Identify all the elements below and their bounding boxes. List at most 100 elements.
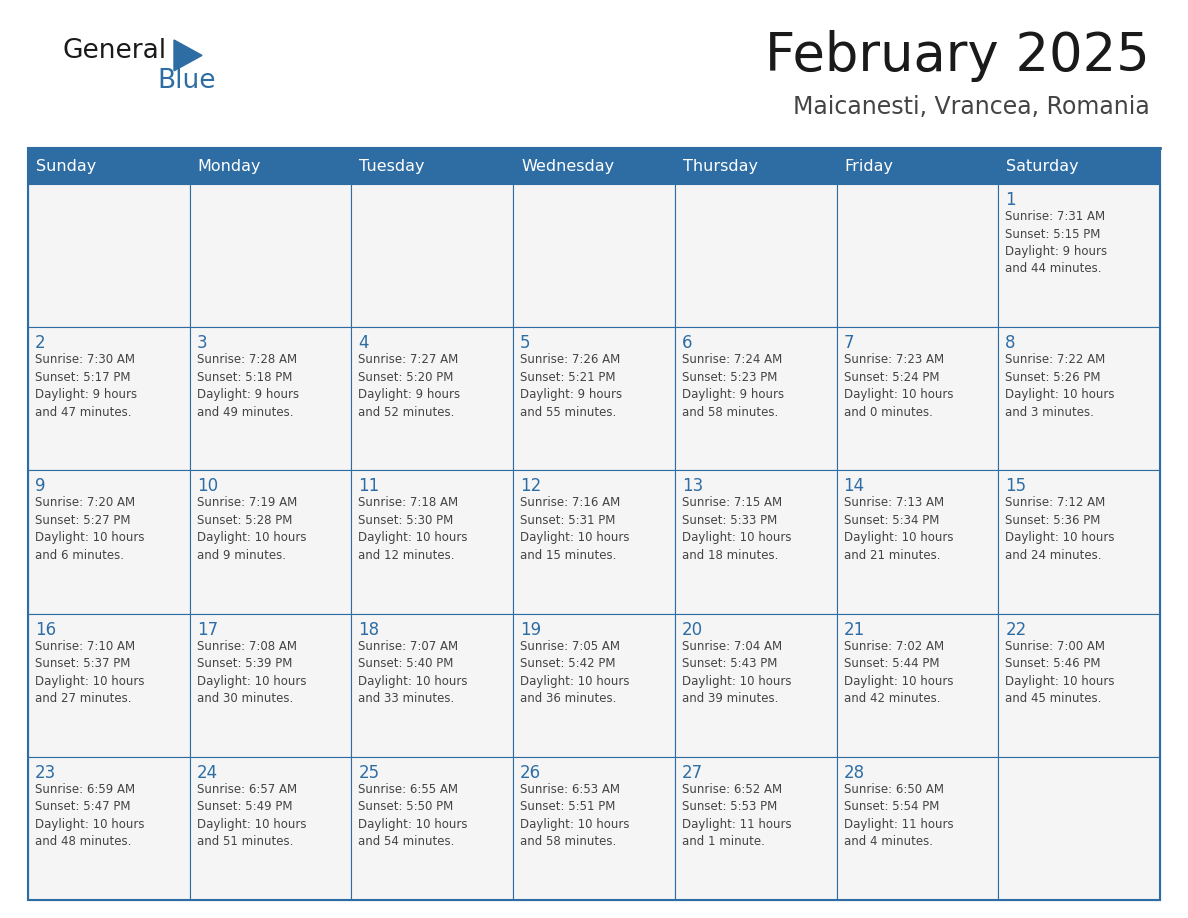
Text: Sunrise: 6:50 AM
Sunset: 5:54 PM
Daylight: 11 hours
and 4 minutes.: Sunrise: 6:50 AM Sunset: 5:54 PM Dayligh…	[843, 783, 953, 848]
Text: 20: 20	[682, 621, 703, 639]
Bar	[352, 327, 513, 470]
Text: 1: 1	[1005, 191, 1016, 209]
Text: 5: 5	[520, 334, 531, 353]
Text: Sunrise: 7:26 AM
Sunset: 5:21 PM
Daylight: 9 hours
and 55 minutes.: Sunrise: 7:26 AM Sunset: 5:21 PM Dayligh…	[520, 353, 623, 419]
Text: Maicanesti, Vrancea, Romania: Maicanesti, Vrancea, Romania	[794, 95, 1150, 119]
Text: Sunrise: 7:20 AM
Sunset: 5:27 PM
Daylight: 10 hours
and 6 minutes.: Sunrise: 7:20 AM Sunset: 5:27 PM Dayligh…	[34, 497, 145, 562]
Text: 16: 16	[34, 621, 56, 639]
Text: 8: 8	[1005, 334, 1016, 353]
Text: Sunrise: 7:30 AM
Sunset: 5:17 PM
Daylight: 9 hours
and 47 minutes.: Sunrise: 7:30 AM Sunset: 5:17 PM Dayligh…	[34, 353, 137, 419]
Text: 4: 4	[359, 334, 369, 353]
Bar	[29, 613, 190, 756]
Text: 12: 12	[520, 477, 542, 496]
Text: Sunrise: 7:10 AM
Sunset: 5:37 PM
Daylight: 10 hours
and 27 minutes.: Sunrise: 7:10 AM Sunset: 5:37 PM Dayligh…	[34, 640, 145, 705]
Text: 26: 26	[520, 764, 542, 782]
Bar	[190, 756, 352, 900]
Text: Sunrise: 7:12 AM
Sunset: 5:36 PM
Daylight: 10 hours
and 24 minutes.: Sunrise: 7:12 AM Sunset: 5:36 PM Dayligh…	[1005, 497, 1114, 562]
Bar	[998, 756, 1159, 900]
Bar	[190, 613, 352, 756]
Text: Sunrise: 6:52 AM
Sunset: 5:53 PM
Daylight: 11 hours
and 1 minute.: Sunrise: 6:52 AM Sunset: 5:53 PM Dayligh…	[682, 783, 791, 848]
Bar	[836, 327, 998, 470]
Bar	[998, 327, 1159, 470]
Bar	[998, 470, 1159, 613]
Bar	[513, 613, 675, 756]
Text: 14: 14	[843, 477, 865, 496]
Bar	[836, 470, 998, 613]
Bar	[675, 756, 836, 900]
Text: Sunrise: 7:13 AM
Sunset: 5:34 PM
Daylight: 10 hours
and 21 minutes.: Sunrise: 7:13 AM Sunset: 5:34 PM Dayligh…	[843, 497, 953, 562]
Bar	[513, 327, 675, 470]
Bar	[190, 327, 352, 470]
Text: Blue: Blue	[157, 68, 215, 94]
Text: Sunrise: 7:27 AM
Sunset: 5:20 PM
Daylight: 9 hours
and 52 minutes.: Sunrise: 7:27 AM Sunset: 5:20 PM Dayligh…	[359, 353, 461, 419]
Text: Sunrise: 6:53 AM
Sunset: 5:51 PM
Daylight: 10 hours
and 58 minutes.: Sunrise: 6:53 AM Sunset: 5:51 PM Dayligh…	[520, 783, 630, 848]
Text: Sunrise: 7:07 AM
Sunset: 5:40 PM
Daylight: 10 hours
and 33 minutes.: Sunrise: 7:07 AM Sunset: 5:40 PM Dayligh…	[359, 640, 468, 705]
Text: Thursday: Thursday	[683, 159, 758, 174]
Text: Sunrise: 7:24 AM
Sunset: 5:23 PM
Daylight: 9 hours
and 58 minutes.: Sunrise: 7:24 AM Sunset: 5:23 PM Dayligh…	[682, 353, 784, 419]
Bar	[513, 184, 675, 327]
Text: 6: 6	[682, 334, 693, 353]
Text: Sunrise: 6:55 AM
Sunset: 5:50 PM
Daylight: 10 hours
and 54 minutes.: Sunrise: 6:55 AM Sunset: 5:50 PM Dayligh…	[359, 783, 468, 848]
Text: Sunrise: 7:16 AM
Sunset: 5:31 PM
Daylight: 10 hours
and 15 minutes.: Sunrise: 7:16 AM Sunset: 5:31 PM Dayligh…	[520, 497, 630, 562]
Text: Friday: Friday	[845, 159, 893, 174]
Bar	[836, 613, 998, 756]
Text: Sunday: Sunday	[36, 159, 96, 174]
Bar	[513, 756, 675, 900]
Bar	[190, 148, 352, 184]
Text: 28: 28	[843, 764, 865, 782]
Text: 18: 18	[359, 621, 379, 639]
Bar	[352, 756, 513, 900]
Text: Sunrise: 7:00 AM
Sunset: 5:46 PM
Daylight: 10 hours
and 45 minutes.: Sunrise: 7:00 AM Sunset: 5:46 PM Dayligh…	[1005, 640, 1114, 705]
Text: Wednesday: Wednesday	[522, 159, 614, 174]
Text: Tuesday: Tuesday	[360, 159, 425, 174]
Text: 21: 21	[843, 621, 865, 639]
Bar	[675, 327, 836, 470]
Bar	[29, 148, 1159, 900]
Text: 24: 24	[197, 764, 217, 782]
Bar	[998, 613, 1159, 756]
Text: 7: 7	[843, 334, 854, 353]
Text: Sunrise: 7:19 AM
Sunset: 5:28 PM
Daylight: 10 hours
and 9 minutes.: Sunrise: 7:19 AM Sunset: 5:28 PM Dayligh…	[197, 497, 307, 562]
Text: Sunrise: 7:31 AM
Sunset: 5:15 PM
Daylight: 9 hours
and 44 minutes.: Sunrise: 7:31 AM Sunset: 5:15 PM Dayligh…	[1005, 210, 1107, 275]
Text: Sunrise: 7:05 AM
Sunset: 5:42 PM
Daylight: 10 hours
and 36 minutes.: Sunrise: 7:05 AM Sunset: 5:42 PM Dayligh…	[520, 640, 630, 705]
Bar	[29, 470, 190, 613]
Bar	[675, 470, 836, 613]
Text: General: General	[62, 38, 166, 64]
Text: 11: 11	[359, 477, 380, 496]
Text: 3: 3	[197, 334, 208, 353]
Bar	[190, 470, 352, 613]
Text: Saturday: Saturday	[1006, 159, 1079, 174]
Text: 23: 23	[34, 764, 56, 782]
Bar	[836, 148, 998, 184]
Bar	[836, 184, 998, 327]
Text: 17: 17	[197, 621, 217, 639]
Bar	[352, 148, 513, 184]
Bar	[675, 184, 836, 327]
Bar	[352, 470, 513, 613]
Text: Sunrise: 7:28 AM
Sunset: 5:18 PM
Daylight: 9 hours
and 49 minutes.: Sunrise: 7:28 AM Sunset: 5:18 PM Dayligh…	[197, 353, 299, 419]
Bar	[836, 756, 998, 900]
Text: 9: 9	[34, 477, 45, 496]
Text: Monday: Monday	[197, 159, 261, 174]
Text: 19: 19	[520, 621, 542, 639]
Text: February 2025: February 2025	[765, 30, 1150, 82]
Text: Sunrise: 6:59 AM
Sunset: 5:47 PM
Daylight: 10 hours
and 48 minutes.: Sunrise: 6:59 AM Sunset: 5:47 PM Dayligh…	[34, 783, 145, 848]
Text: Sunrise: 7:15 AM
Sunset: 5:33 PM
Daylight: 10 hours
and 18 minutes.: Sunrise: 7:15 AM Sunset: 5:33 PM Dayligh…	[682, 497, 791, 562]
Bar	[29, 756, 190, 900]
Bar	[513, 470, 675, 613]
Text: 13: 13	[682, 477, 703, 496]
Text: Sunrise: 7:22 AM
Sunset: 5:26 PM
Daylight: 10 hours
and 3 minutes.: Sunrise: 7:22 AM Sunset: 5:26 PM Dayligh…	[1005, 353, 1114, 419]
Bar	[352, 613, 513, 756]
Bar	[675, 148, 836, 184]
Text: Sunrise: 7:08 AM
Sunset: 5:39 PM
Daylight: 10 hours
and 30 minutes.: Sunrise: 7:08 AM Sunset: 5:39 PM Dayligh…	[197, 640, 307, 705]
Text: 2: 2	[34, 334, 45, 353]
Bar	[513, 148, 675, 184]
Bar	[352, 184, 513, 327]
Text: Sunrise: 7:04 AM
Sunset: 5:43 PM
Daylight: 10 hours
and 39 minutes.: Sunrise: 7:04 AM Sunset: 5:43 PM Dayligh…	[682, 640, 791, 705]
Text: 15: 15	[1005, 477, 1026, 496]
Bar	[29, 184, 190, 327]
Bar	[998, 184, 1159, 327]
Bar	[675, 613, 836, 756]
Text: Sunrise: 6:57 AM
Sunset: 5:49 PM
Daylight: 10 hours
and 51 minutes.: Sunrise: 6:57 AM Sunset: 5:49 PM Dayligh…	[197, 783, 307, 848]
Text: Sunrise: 7:18 AM
Sunset: 5:30 PM
Daylight: 10 hours
and 12 minutes.: Sunrise: 7:18 AM Sunset: 5:30 PM Dayligh…	[359, 497, 468, 562]
